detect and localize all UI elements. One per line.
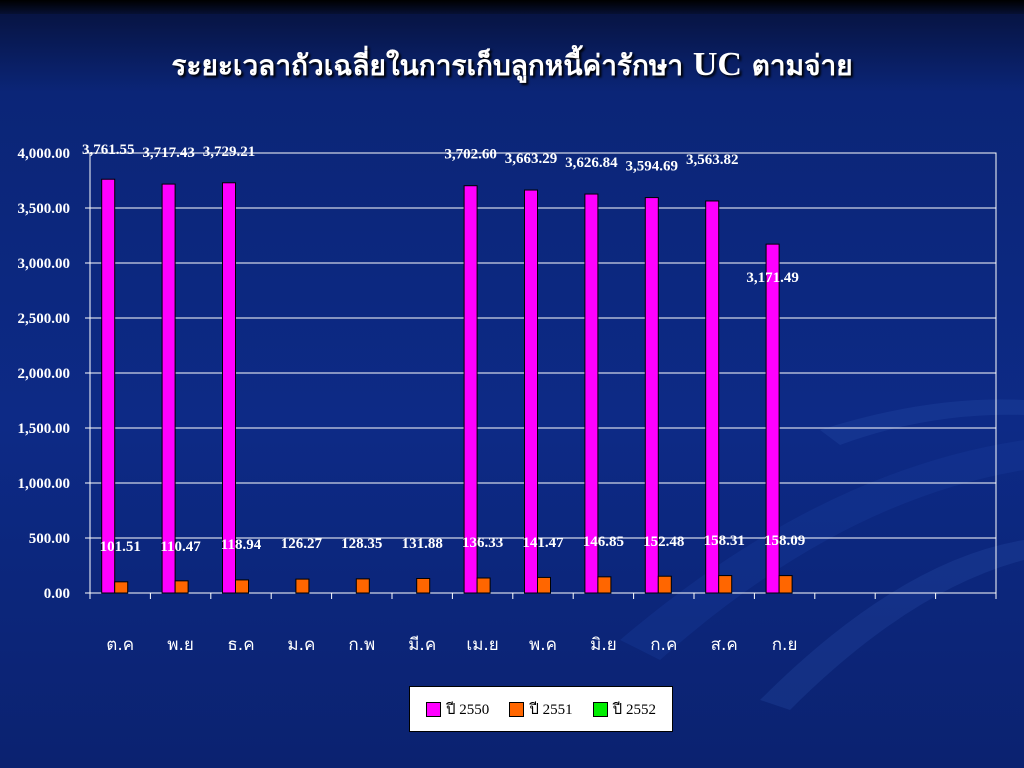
y-tick-label: 3,500.00 (18, 201, 71, 217)
bar-2550 (644, 197, 659, 594)
x-category-label: มิ.ย (590, 635, 617, 655)
data-label-2551: 128.35 (341, 536, 382, 552)
chart-legend: ปี 2550 ปี 2551 ปี 2552 (409, 686, 673, 732)
y-tick-label: 4,000.00 (18, 146, 71, 162)
bar-2551 (597, 576, 612, 594)
data-label-2551: 136.33 (462, 535, 503, 551)
x-category-label: ส.ค (711, 635, 738, 655)
bar-2551 (416, 577, 431, 594)
x-category-label: พ.ย (167, 635, 194, 655)
x-category-label: ก.ค (650, 635, 677, 655)
bar-2551 (476, 577, 491, 594)
x-category-label: เม.ย (466, 635, 498, 655)
data-label-2550: 3,563.82 (686, 152, 739, 168)
title-emph: UC (692, 46, 742, 83)
title-text: ระยะเวลาถัวเฉลี่ยในการเก็บลูกหนี้ค่ารักษ… (171, 49, 684, 82)
data-label-2550: 3,626.84 (565, 155, 618, 171)
bar-2550 (524, 189, 538, 594)
legend-label-2551: ปี 2551 (529, 702, 573, 718)
data-label-2551: 152.48 (643, 534, 684, 550)
data-label-2551: 118.94 (221, 537, 262, 553)
bar-2550 (101, 178, 116, 594)
x-category-label: ม.ค (287, 635, 315, 655)
data-label-2550: 3,761.55 (82, 142, 135, 158)
bar-2550 (705, 200, 720, 594)
bar-2551 (235, 579, 249, 594)
bar-2551 (295, 578, 310, 594)
data-label-2550: 3,171.49 (746, 270, 799, 286)
data-label-2551: 126.27 (281, 536, 323, 552)
data-label-2550: 3,729.21 (203, 144, 256, 160)
bar-2551 (537, 576, 551, 594)
legend-item-2551: ปี 2551 (509, 697, 573, 721)
y-tick-label: 1,500.00 (18, 421, 71, 437)
x-category-label: ต.ค (106, 635, 134, 655)
data-label-2550: 3,717.43 (142, 145, 195, 161)
data-label-2550: 3,663.29 (505, 151, 558, 167)
bar-2550 (765, 243, 780, 594)
bar-2551 (778, 575, 793, 594)
bar-2551 (657, 575, 672, 594)
legend-label-2552: ปี 2552 (612, 702, 656, 718)
x-category-label: มี.ค (408, 635, 436, 655)
legend-item-2550: ปี 2550 (426, 697, 489, 721)
data-label-2551: 131.88 (402, 536, 443, 552)
title-suffix: ตามจ่าย (751, 49, 853, 82)
bar-2550 (463, 185, 478, 594)
data-label-2551: 110.47 (160, 539, 201, 555)
page-title: ระยะเวลาถัวเฉลี่ยในการเก็บลูกหนี้ค่ารักษ… (0, 44, 1024, 88)
data-label-2551: 101.51 (100, 539, 141, 555)
y-tick-label: 0.00 (44, 586, 70, 602)
x-category-label: ธ.ค (227, 635, 254, 655)
y-tick-label: 2,000.00 (18, 366, 71, 382)
bar-2550 (584, 193, 599, 594)
legend-swatch-2550 (426, 701, 442, 717)
y-tick-label: 500.00 (29, 531, 70, 547)
data-label-2550: 3,594.69 (626, 159, 679, 175)
legend-swatch-2551 (509, 701, 525, 717)
y-tick-label: 2,500.00 (18, 311, 71, 327)
legend-label-2550: ปี 2550 (446, 702, 490, 718)
x-category-label: ก.พ (348, 635, 375, 655)
data-label-2551: 158.09 (764, 533, 805, 549)
data-label-2550: 3,702.60 (444, 147, 497, 163)
bar-2551 (114, 581, 129, 594)
y-tick-label: 1,000.00 (18, 476, 71, 492)
legend-swatch-2552 (592, 701, 608, 717)
bar-2551 (718, 575, 733, 594)
bar-2551 (355, 578, 370, 594)
data-label-2551: 158.31 (704, 533, 745, 549)
data-label-2551: 141.47 (522, 535, 564, 551)
data-label-2551: 146.85 (583, 534, 624, 550)
x-category-label: ก.ย (772, 635, 798, 655)
bar-2550 (161, 183, 176, 594)
bar-2551 (174, 580, 189, 594)
y-tick-label: 3,000.00 (18, 256, 71, 272)
legend-item-2552: ปี 2552 (592, 697, 656, 721)
top-bar (0, 0, 1024, 14)
bar-2550 (222, 182, 236, 594)
x-category-label: พ.ค (529, 635, 557, 655)
